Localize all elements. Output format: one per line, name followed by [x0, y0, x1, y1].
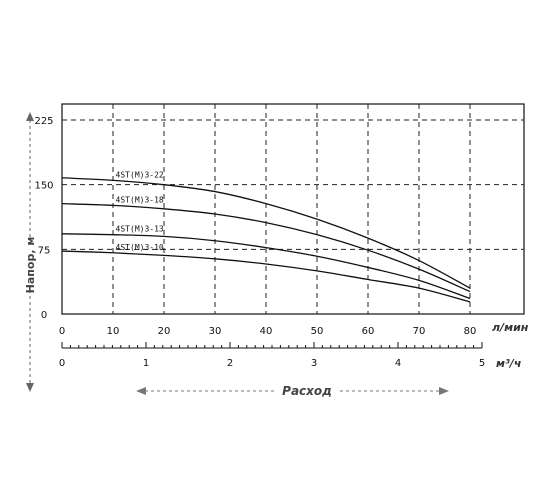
- curve-label: 4ST(M)3-18: [116, 195, 164, 204]
- y-ticks: 0 75 150 225: [34, 116, 53, 321]
- x-ticks-top: 0 10 20 30 40 50 60 70 80: [59, 326, 477, 337]
- x2-tick-label: 2: [227, 358, 233, 369]
- x-arrow-left-icon: [136, 387, 146, 395]
- x-tick-label: 30: [209, 326, 222, 337]
- x2-tick-label: 3: [311, 358, 317, 369]
- x-unit-bottom: м³/ч: [496, 357, 521, 370]
- x2-tick-label: 0: [59, 358, 65, 369]
- y-arrow-down-icon: [26, 383, 34, 392]
- x-tick-label: 20: [158, 326, 171, 337]
- x-axis-bottom: 0 1 2 3 4 5: [59, 342, 485, 369]
- x-tick-label: 50: [311, 326, 324, 337]
- x-tick-label: 70: [413, 326, 426, 337]
- y-tick-label: 150: [34, 181, 53, 192]
- x-unit-top: л/мин: [492, 321, 529, 334]
- curve-label: 4ST(M)3-22: [116, 170, 164, 179]
- y-tick-label: 0: [41, 310, 47, 321]
- x2-tick-label: 1: [143, 358, 149, 369]
- x-tick-label: 0: [59, 326, 65, 337]
- x-axis-title: Расход: [282, 384, 332, 398]
- y-tick-label: 75: [38, 245, 51, 256]
- x-arrow-right-icon: [439, 387, 449, 395]
- x-tick-label: 60: [362, 326, 375, 337]
- curve-label: 4ST(M)3-13: [116, 225, 164, 234]
- curve-label: 4ST(M)3-10: [116, 243, 164, 252]
- x-tick-label: 80: [464, 326, 477, 337]
- grid: [62, 104, 524, 314]
- x-tick-label: 10: [107, 326, 120, 337]
- x2-tick-label: 5: [479, 358, 485, 369]
- y-tick-label: 225: [34, 116, 53, 127]
- plot-frame: [62, 104, 524, 314]
- x2-tick-label: 4: [395, 358, 401, 369]
- x-tick-label: 40: [260, 326, 273, 337]
- y-axis-title: Напор, м: [24, 237, 37, 294]
- y-arrow-up-icon: [26, 112, 34, 121]
